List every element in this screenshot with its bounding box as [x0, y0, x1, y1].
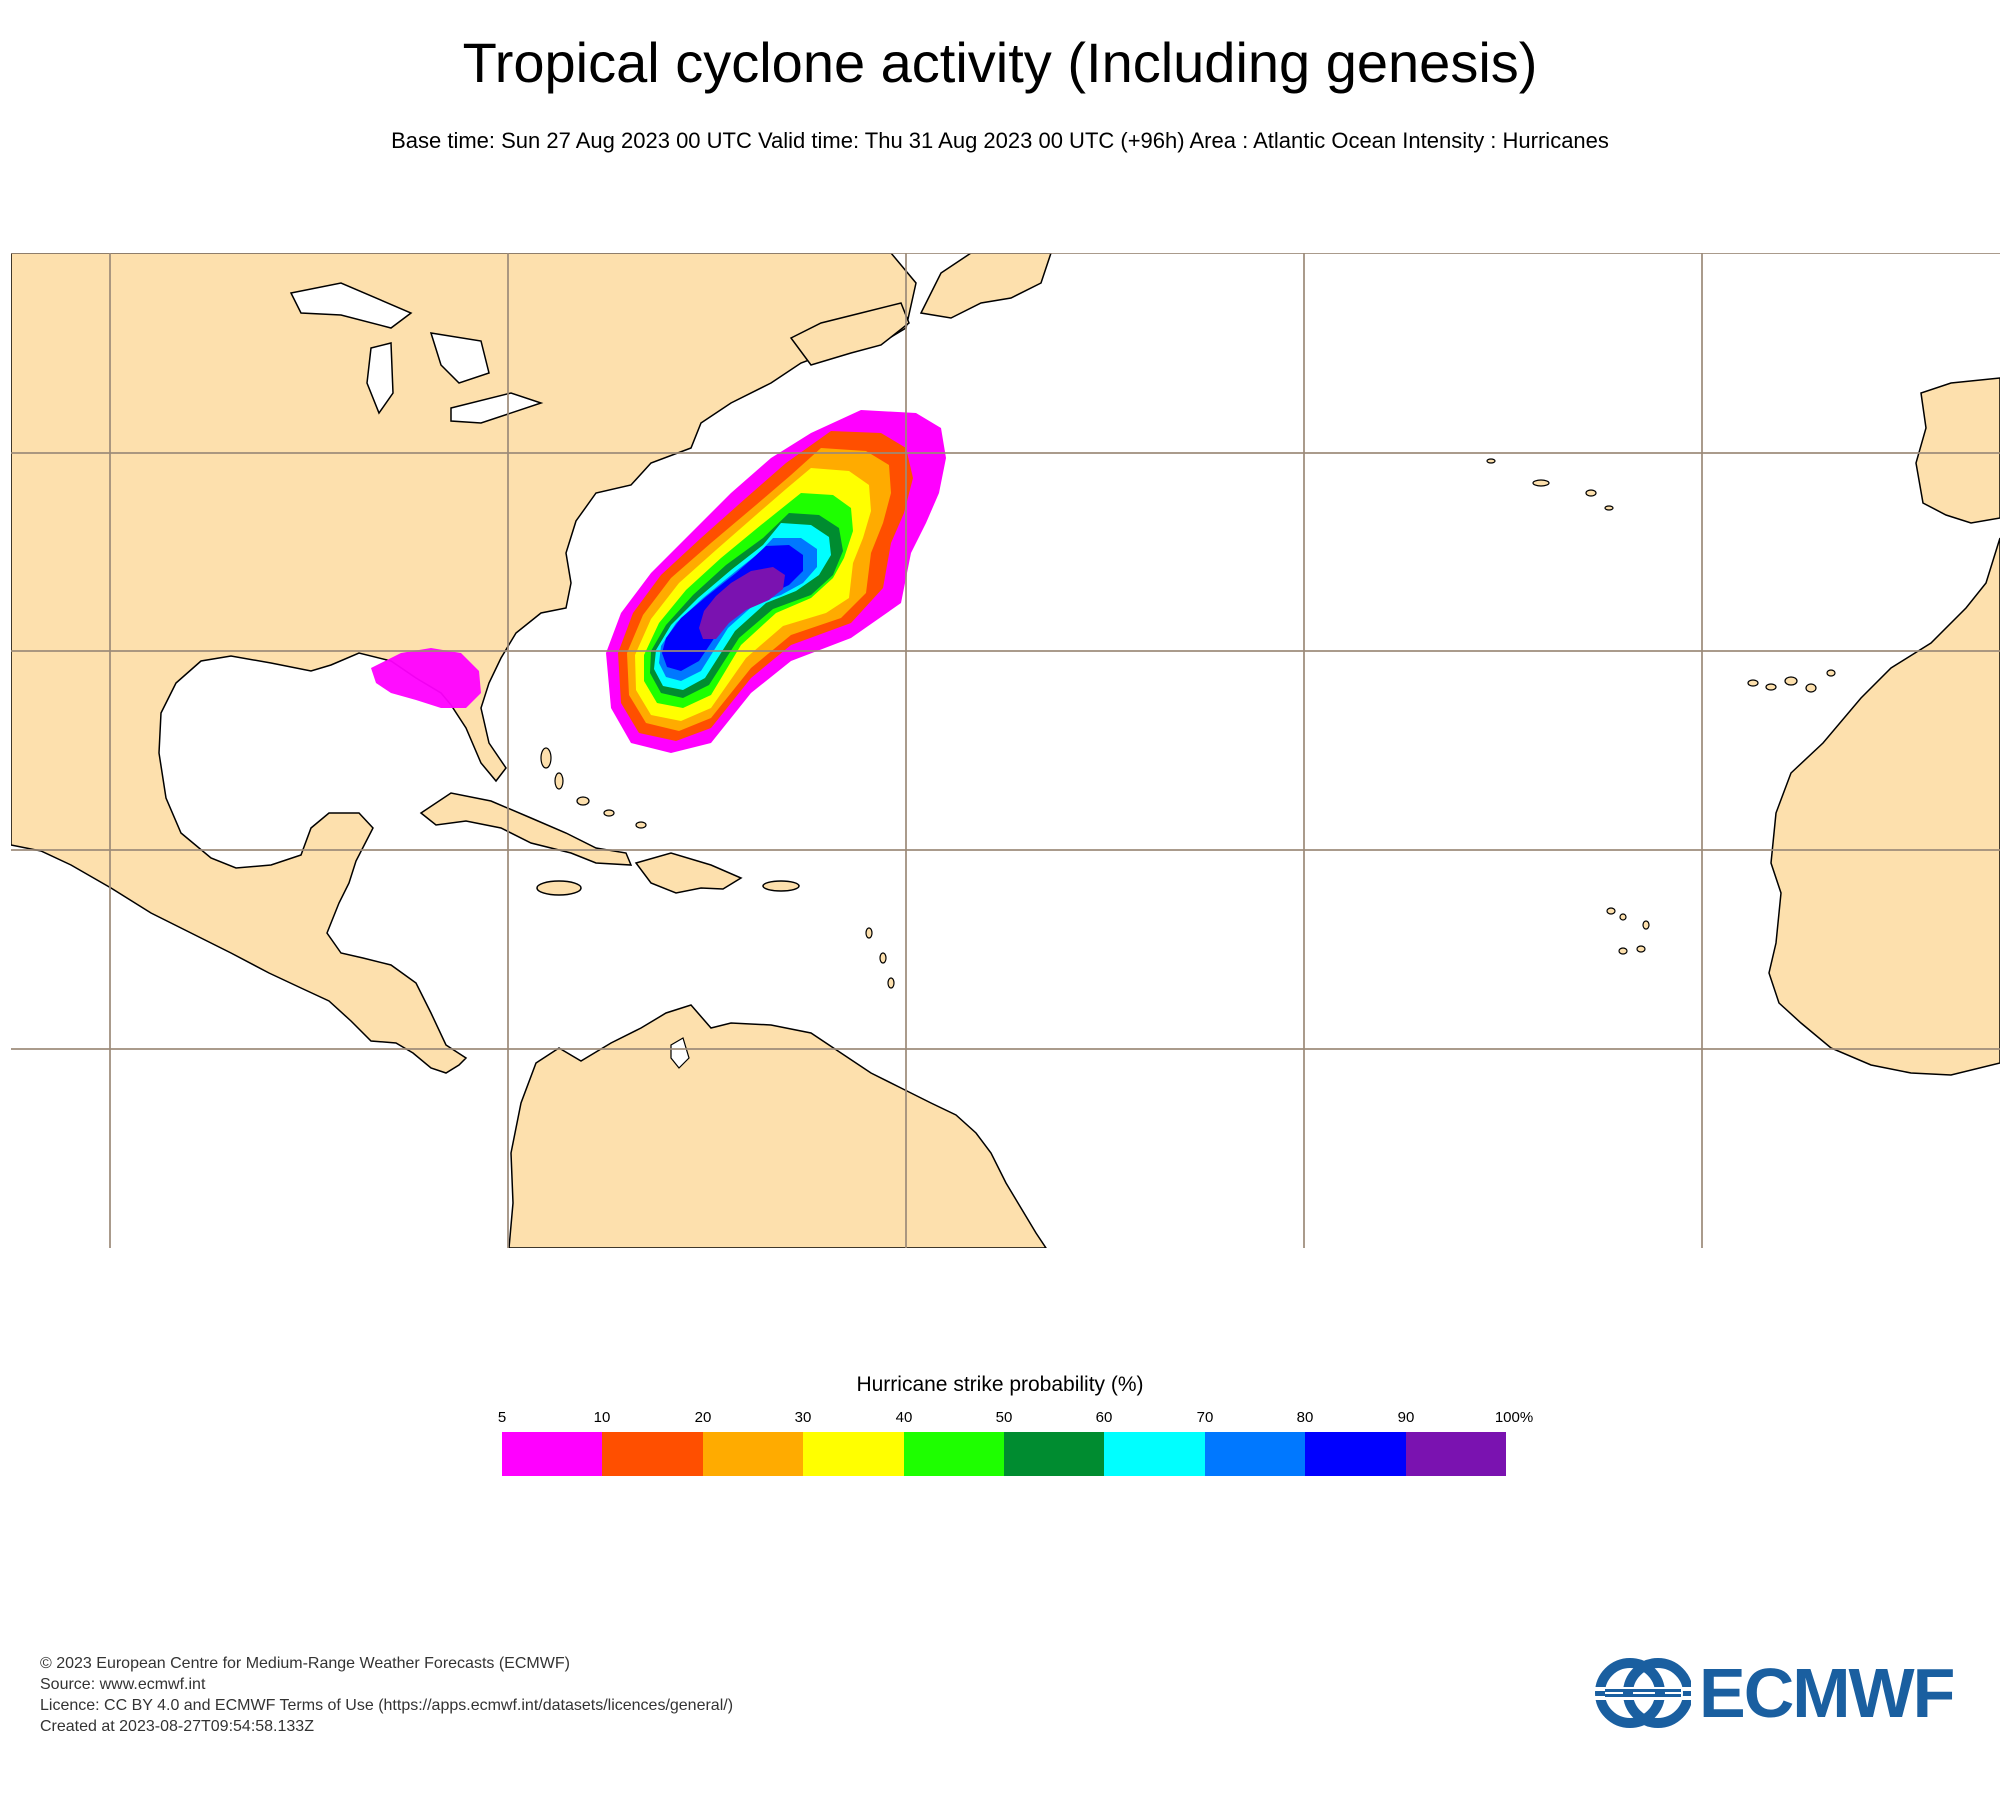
- newfoundland: [789, 302, 910, 366]
- ecmwf-logo-text: ECMWF: [1699, 1654, 1955, 1732]
- lat-lon-grid: [11, 253, 2000, 1248]
- licence-text: Licence: CC BY 4.0 and ECMWF Terms of Us…: [40, 1697, 734, 1714]
- legend-label: 30: [794, 1409, 812, 1426]
- puerto-rico: [762, 880, 800, 892]
- legend-label: 40: [895, 1409, 913, 1426]
- created-text: Created at 2023-08-27T09:54:58.133Z: [40, 1718, 314, 1735]
- azores: [1486, 458, 1614, 511]
- legend-label: 10: [593, 1409, 611, 1426]
- map-subtitle: Base time: Sun 27 Aug 2023 00 UTC Valid …: [391, 128, 1609, 153]
- greenland-tip: [919, 253, 1052, 319]
- legend-label: 100%: [1494, 1409, 1534, 1426]
- legend-swatch: [803, 1432, 904, 1476]
- cape-verde-islands: [1606, 907, 1650, 955]
- legend-label: 5: [497, 1409, 507, 1426]
- gulf-probability-area: [371, 648, 481, 708]
- ecmwf-logo: ECMWF: [1595, 1658, 1975, 1728]
- prob-band-90: [699, 567, 785, 639]
- bahamas: [540, 747, 895, 989]
- legend-swatch: [602, 1432, 703, 1476]
- legend-colorbar: [502, 1432, 1506, 1476]
- ecmwf-emblem-icon: [1595, 1658, 1691, 1728]
- source-text: Source: www.ecmwf.int: [40, 1676, 206, 1693]
- legend-swatch: [1003, 1432, 1105, 1476]
- south-america: [508, 1004, 1047, 1248]
- legend-label: 70: [1196, 1409, 1214, 1426]
- cuba: [419, 792, 633, 866]
- footer-credits: © 2023 European Centre for Medium-Range …: [40, 1653, 733, 1737]
- legend-swatch: [903, 1432, 1004, 1476]
- canary-islands: [1747, 669, 1836, 693]
- atlantic-map: [11, 253, 2000, 1248]
- iberia: [1915, 377, 2000, 524]
- legend-swatch: [702, 1432, 804, 1476]
- legend-label: 50: [995, 1409, 1013, 1426]
- legend-title: Hurricane strike probability (%): [856, 1373, 1144, 1396]
- jamaica: [536, 880, 582, 896]
- legend-swatch: [1405, 1432, 1506, 1476]
- legend-swatch: [502, 1432, 603, 1476]
- legend-labels: 5 10 20 30 40 50 60 70 80 90 100%: [0, 1409, 2000, 1429]
- copyright-text: © 2023 European Centre for Medium-Range …: [40, 1655, 570, 1672]
- great-lakes: [289, 282, 544, 424]
- lake-maracaibo: [670, 1037, 690, 1069]
- map-title: Tropical cyclone activity (Including gen…: [462, 31, 1538, 94]
- legend-label: 60: [1095, 1409, 1113, 1426]
- legend-label: 80: [1296, 1409, 1314, 1426]
- hispaniola: [634, 852, 743, 894]
- legend-label: 90: [1397, 1409, 1415, 1426]
- legend-label: 20: [694, 1409, 712, 1426]
- legend-swatch: [1204, 1432, 1306, 1476]
- legend-swatch: [1305, 1432, 1406, 1476]
- legend-swatch: [1104, 1432, 1205, 1476]
